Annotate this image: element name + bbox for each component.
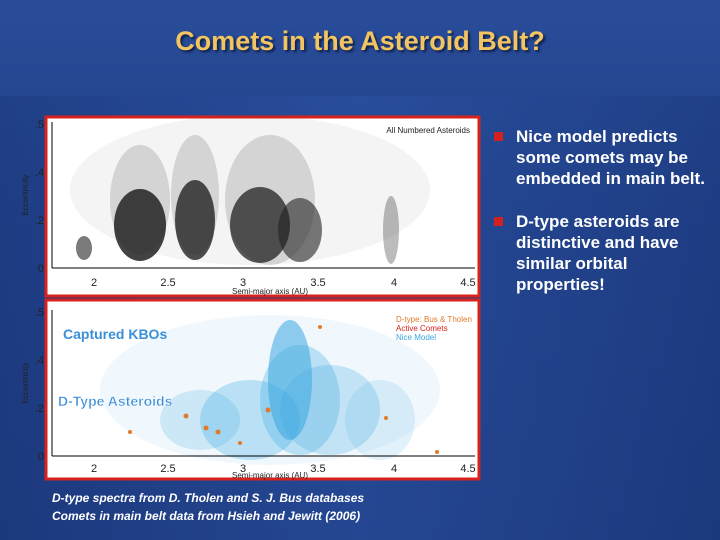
footnotes: D-type spectra from D. Tholen and S. J. … (52, 489, 364, 525)
legend-entry: D-type: Bus & Tholen (396, 315, 472, 324)
y-tick-label: .5 (35, 119, 44, 131)
x-tick-label: 4.5 (460, 277, 475, 289)
y-tick-label: 0 (38, 263, 44, 275)
legend-entry: Active Comets (396, 324, 448, 333)
scatter-cloud (100, 315, 440, 465)
y-axis-label: Eccentricity (21, 363, 30, 404)
x-tick-label: 4.5 (460, 463, 475, 475)
annotation: D-Type Asteroids (58, 393, 173, 409)
density-cloud (70, 115, 430, 265)
x-tick-label: 3.5 (310, 277, 325, 289)
legend-entry: Nice Model (396, 333, 436, 342)
y-tick-label: .5 (35, 307, 44, 319)
x-tick-label: 2.5 (160, 463, 175, 475)
x-tick-label: 4 (391, 277, 397, 289)
slide-title: Comets in the Asteroid Belt? (175, 26, 545, 56)
footnote: Comets in main belt data from Hsieh and … (52, 509, 361, 523)
y-tick-label: .4 (35, 167, 44, 179)
y-axis-label: Eccentricity (21, 175, 30, 216)
footnote: D-type spectra from D. Tholen and S. J. … (52, 491, 365, 505)
x-tick-label: 3.5 (310, 463, 325, 475)
plot-frame (44, 298, 481, 481)
bullet: D-type asteroids are distinctive and hav… (492, 211, 714, 295)
x-axis-label: Semi-major axis (AU) (232, 471, 308, 480)
x-tick-label: 3 (240, 463, 246, 475)
x-tick-label: 2 (91, 277, 97, 289)
comet-points (128, 325, 439, 454)
annotation: Captured KBOs (63, 326, 167, 342)
y-tick-label: 0 (38, 451, 44, 463)
corner-label: All Numbered Asteroids (386, 126, 470, 135)
x-axis-label: Semi-major axis (AU) (232, 287, 308, 296)
bullet: Nice model predicts some comets may be e… (492, 126, 714, 189)
bullet-list: Nice model predicts some comets may be e… (492, 126, 714, 317)
y-tick-label: .4 (35, 355, 44, 367)
y-tick-label: .2 (35, 215, 44, 227)
y-tick-label: .2 (35, 403, 44, 415)
x-tick-label: 2 (91, 463, 97, 475)
x-tick-label: 2.5 (160, 277, 175, 289)
x-tick-label: 4 (391, 463, 397, 475)
x-tick-label: 3 (240, 277, 246, 289)
